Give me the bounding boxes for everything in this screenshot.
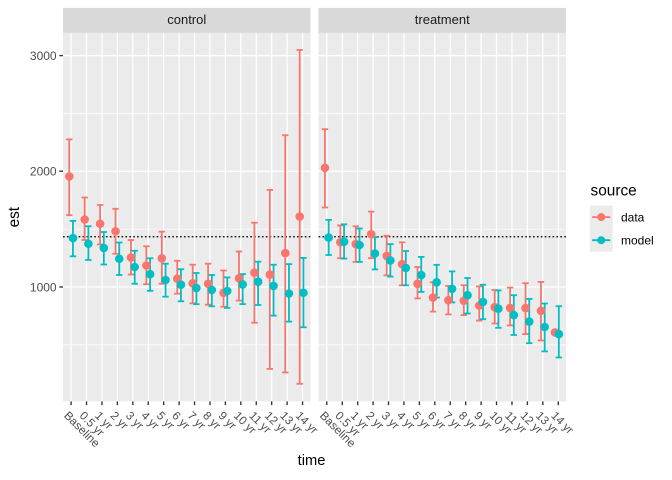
- svg-text:2000: 2000: [30, 165, 57, 179]
- svg-text:treatment: treatment: [415, 12, 470, 27]
- svg-text:model: model: [621, 234, 654, 248]
- svg-text:time: time: [298, 453, 326, 469]
- svg-text:1000: 1000: [30, 281, 57, 295]
- svg-text:data: data: [621, 211, 645, 225]
- svg-text:source: source: [591, 183, 637, 200]
- svg-text:control: control: [167, 12, 206, 27]
- svg-text:est: est: [6, 206, 23, 227]
- svg-text:3000: 3000: [30, 49, 57, 63]
